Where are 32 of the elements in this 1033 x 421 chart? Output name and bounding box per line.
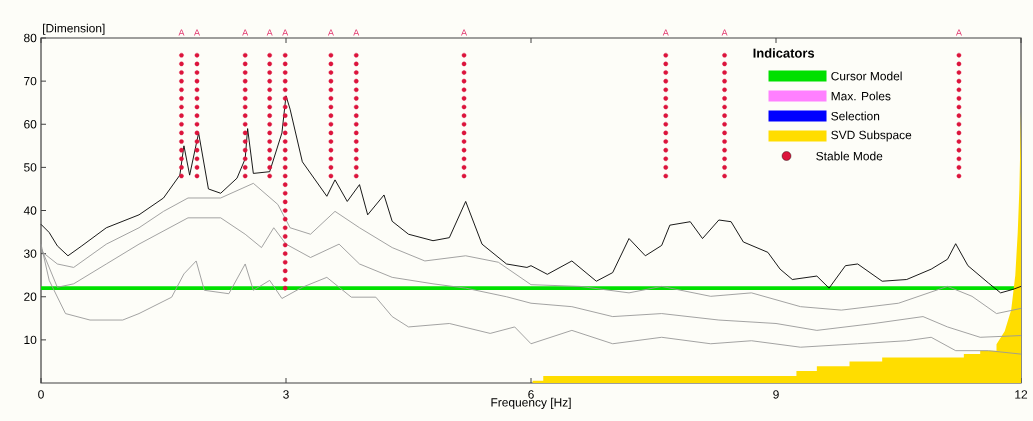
- legend-label: Max. Poles: [831, 91, 891, 101]
- annotation: A: [194, 29, 200, 36]
- legend-label: Selection: [831, 111, 880, 121]
- y-axis-title: [Dimension]: [43, 23, 105, 35]
- y-tick-label: 10: [24, 335, 37, 345]
- x-tick-label: 0: [38, 390, 44, 399]
- y-tick-label: 20: [24, 292, 37, 301]
- x-tick-label: 3: [283, 390, 289, 399]
- legend-title: Indicators: [753, 48, 815, 58]
- annotation: A: [242, 29, 249, 36]
- y-tick-label: 40: [23, 206, 37, 215]
- y-tick-label: 30: [23, 249, 37, 258]
- annotation: A: [282, 29, 289, 36]
- annotation: A: [266, 29, 273, 36]
- annotation: A: [461, 29, 468, 36]
- x-axis-title: Frequency [Hz]: [491, 397, 571, 409]
- annotation: A: [353, 29, 360, 36]
- x-tick-label: 12: [1015, 390, 1028, 399]
- y-tick-label: 60: [24, 120, 37, 129]
- legend-label: SVD Subspace: [831, 130, 912, 142]
- y-tick-label: 50: [24, 163, 37, 172]
- annotation: A: [721, 29, 728, 36]
- y-tick-label: 70: [24, 76, 37, 86]
- annotation: A: [178, 29, 185, 36]
- y-tick-label: 80: [24, 33, 37, 43]
- x-tick-label: 9: [773, 390, 779, 399]
- annotation: A: [955, 29, 962, 36]
- annotation: A: [662, 29, 669, 36]
- annotation: A: [327, 29, 334, 36]
- legend-label: Cursor Model: [831, 71, 902, 81]
- x-tick-label: 6: [528, 390, 534, 399]
- legend-label: Stable Mode: [816, 151, 883, 161]
